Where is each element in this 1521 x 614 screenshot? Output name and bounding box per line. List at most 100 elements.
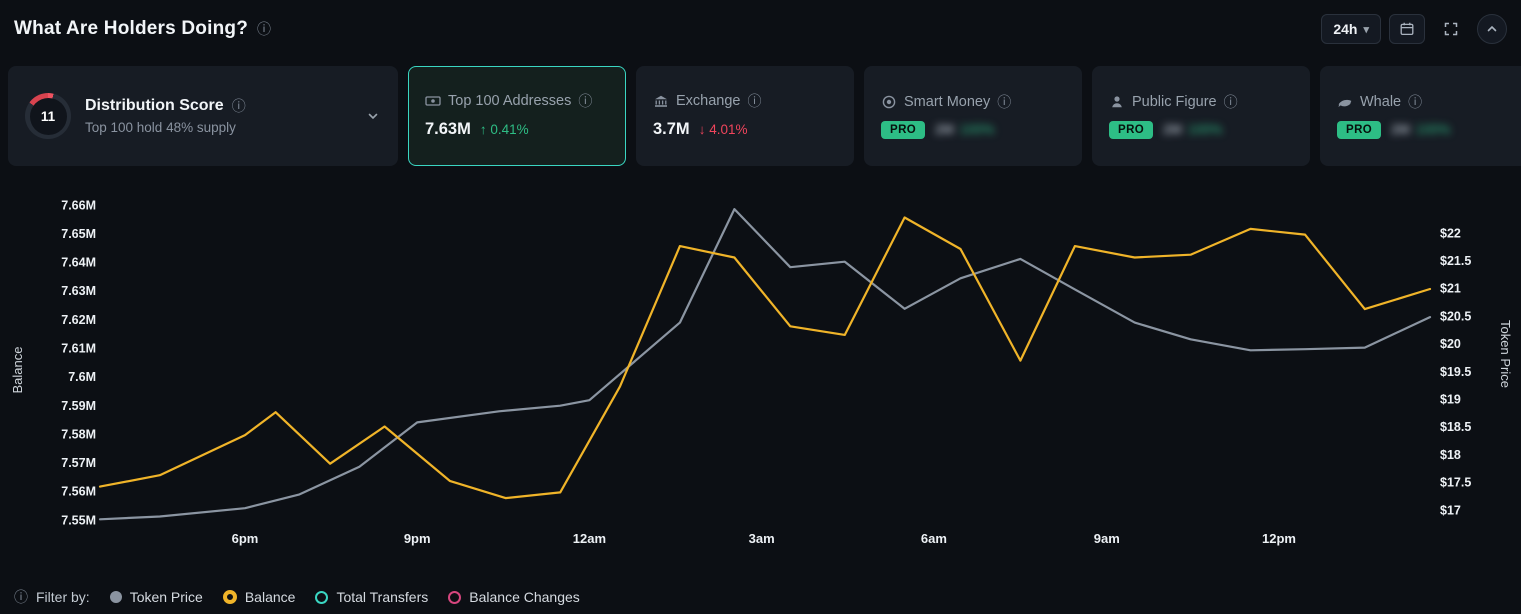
calendar-button[interactable] [1389, 14, 1425, 44]
svg-text:$18.5: $18.5 [1440, 420, 1471, 434]
card-value: 7.63M [425, 120, 471, 138]
svg-text:$19.5: $19.5 [1440, 365, 1471, 379]
svg-text:$19: $19 [1440, 392, 1461, 406]
balance-changes-marker [448, 590, 462, 604]
metric-cards-row: 11 Distribution Score ⓘ Top 100 hold 48%… [8, 66, 1521, 166]
obscured-value: 2M 100% [1391, 122, 1451, 137]
svg-text:7.57M: 7.57M [61, 456, 96, 470]
svg-text:7.64M: 7.64M [61, 256, 96, 270]
svg-text:7.61M: 7.61M [61, 341, 96, 355]
smart-money-card[interactable]: Smart Money ⓘ PRO 2M 100% [864, 66, 1082, 166]
bank-icon [653, 93, 669, 109]
whale-card[interactable]: Whale ⓘ PRO 2M 100% [1320, 66, 1521, 166]
collapse-button[interactable] [1477, 14, 1507, 44]
coin-icon [881, 94, 897, 110]
legend-balance[interactable]: Balance [222, 589, 296, 605]
svg-text:6am: 6am [921, 531, 947, 546]
distribution-score-card[interactable]: 11 Distribution Score ⓘ Top 100 hold 48%… [8, 66, 398, 166]
svg-text:7.55M: 7.55M [61, 513, 96, 527]
distribution-score-gauge: 11 [25, 93, 71, 139]
legend-total-transfers[interactable]: Total Transfers [315, 589, 428, 605]
legend-balance-changes[interactable]: Balance Changes [448, 589, 580, 605]
info-icon[interactable]: ⓘ [578, 93, 593, 109]
page-title: What Are Holders Doing? [14, 18, 249, 39]
up-arrow-icon: ↑ [479, 122, 487, 137]
svg-text:7.58M: 7.58M [61, 427, 96, 441]
chevron-up-icon [1484, 21, 1500, 37]
obscured-value: 2M 100% [1163, 122, 1223, 137]
obscured-value: 2M 100% [935, 122, 995, 137]
panel-header: What Are Holders Doing? ⓘ 24h ▾ [0, 0, 1521, 58]
fullscreen-icon [1443, 21, 1459, 37]
info-icon[interactable]: ⓘ [1408, 93, 1423, 110]
info-icon[interactable]: ⓘ [1223, 93, 1238, 110]
calendar-icon [1399, 21, 1415, 37]
svg-text:$20: $20 [1440, 337, 1461, 351]
card-title: Top 100 Addresses [448, 93, 572, 109]
svg-text:3am: 3am [749, 531, 775, 546]
top-100-addresses-card[interactable]: Top 100 Addresses ⓘ 7.63M ↑ 0.41% [408, 66, 626, 166]
card-title: Distribution Score [85, 97, 224, 114]
svg-text:Balance: Balance [10, 347, 25, 394]
svg-text:$21.5: $21.5 [1440, 254, 1471, 268]
svg-text:9am: 9am [1094, 531, 1120, 546]
timeframe-label: 24h [1333, 21, 1358, 37]
svg-text:$22: $22 [1440, 226, 1461, 240]
info-icon[interactable]: ⓘ [997, 93, 1012, 110]
filter-by-label: Filter by: [36, 589, 90, 605]
caret-down-icon: ▾ [1363, 23, 1369, 36]
balance-marker [222, 590, 237, 604]
card-title: Smart Money [904, 93, 991, 110]
total-transfers-marker [315, 590, 329, 604]
svg-text:7.63M: 7.63M [61, 284, 96, 298]
info-icon[interactable]: ⓘ [747, 93, 762, 109]
svg-text:6pm: 6pm [232, 531, 259, 546]
chevron-down-icon[interactable] [365, 108, 381, 124]
card-change: ↑ 0.41% [479, 122, 529, 137]
down-arrow-icon: ↓ [698, 122, 706, 137]
svg-text:$17.5: $17.5 [1440, 476, 1471, 490]
svg-text:7.6M: 7.6M [68, 370, 96, 384]
pro-badge[interactable]: PRO [1109, 120, 1154, 139]
legend-label: Token Price [129, 589, 203, 605]
title-info-icon[interactable]: ⓘ [257, 21, 272, 37]
svg-text:$21: $21 [1440, 282, 1461, 296]
svg-text:7.56M: 7.56M [61, 485, 96, 499]
svg-text:$17: $17 [1440, 503, 1461, 517]
public-figure-card[interactable]: Public Figure ⓘ PRO 2M 100% [1092, 66, 1310, 166]
svg-text:7.62M: 7.62M [61, 313, 96, 327]
token-price-marker [109, 591, 122, 603]
chart-filter-bar: ⓘ Filter by: Token Price Balance Total T… [14, 589, 580, 605]
svg-text:7.59M: 7.59M [61, 399, 96, 413]
whale-icon [1337, 94, 1353, 110]
pro-badge[interactable]: PRO [881, 120, 926, 139]
svg-text:9pm: 9pm [404, 531, 431, 546]
card-title: Whale [1360, 93, 1402, 110]
legend-token-price[interactable]: Token Price [109, 589, 203, 605]
svg-text:$18: $18 [1440, 448, 1461, 462]
card-subtitle: Top 100 hold 48% supply [85, 120, 236, 135]
exchange-card[interactable]: Exchange ⓘ 3.7M ↓ 4.01% [636, 66, 854, 166]
fullscreen-button[interactable] [1433, 14, 1469, 44]
timeframe-button[interactable]: 24h ▾ [1321, 14, 1381, 44]
person-icon [1109, 94, 1125, 110]
card-value: 3.7M [653, 120, 690, 138]
svg-text:12am: 12am [573, 531, 606, 546]
distribution-score-value: 11 [29, 97, 67, 135]
card-title: Exchange [676, 93, 741, 109]
svg-text:Token Price: Token Price [1498, 320, 1513, 388]
pro-badge[interactable]: PRO [1337, 120, 1382, 139]
holders-chart[interactable]: 7.66M 7.65M 7.64M 7.63M 7.62M 7.61M 7.6M 7.59M 7… [0, 178, 1521, 563]
svg-text:7.65M: 7.65M [61, 227, 96, 241]
info-icon[interactable]: ⓘ [231, 98, 246, 114]
svg-text:12pm: 12pm [1262, 531, 1296, 546]
banknote-icon [425, 93, 441, 109]
filter-info-icon[interactable]: ⓘ [14, 589, 28, 605]
card-title: Public Figure [1132, 93, 1217, 110]
legend-label: Balance Changes [469, 589, 580, 605]
legend-label: Total Transfers [336, 589, 429, 605]
svg-text:$20.5: $20.5 [1440, 309, 1471, 323]
legend-label: Balance [244, 589, 296, 605]
svg-text:7.66M: 7.66M [61, 198, 96, 212]
